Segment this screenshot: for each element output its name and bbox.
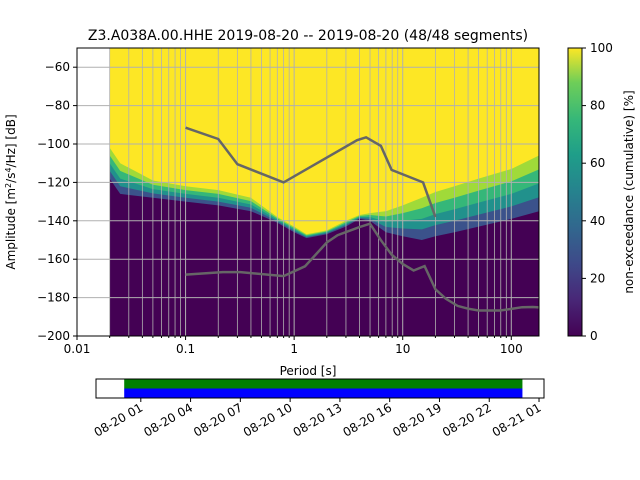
colorbar-tick-label: 80 (590, 99, 605, 113)
colorbar: 0 20 40 60 80 100 non-exceedance (cumulative)… (567, 41, 636, 343)
x-tick-label: 10 (395, 342, 410, 356)
timeline-tick-label: 08-20 01 (92, 400, 146, 439)
timeline-bar (124, 388, 523, 398)
percentile-line-1 (185, 126, 437, 218)
y-tick-label: −200 (37, 329, 70, 343)
timeline-frame (95, 378, 545, 399)
x-axis-label: Period [s] (280, 364, 337, 378)
timeline-tick-label: 08-20 10 (241, 400, 295, 439)
percentile-lines (185, 126, 539, 312)
colorbar-tick-label: 60 (590, 156, 605, 170)
x-tick-label: 0.1 (176, 342, 195, 356)
colorbar-label: non-exceedance (cumulative) [%] (622, 90, 636, 293)
x-axis-ticks: 0.01 0.1 1 10 100 (64, 336, 523, 356)
y-tick-label: −60 (45, 60, 70, 74)
x-tick-label: 100 (500, 342, 523, 356)
colorbar-tick-label: 0 (590, 329, 598, 343)
chart-title: Z3.A038A.00.HHE 2019-08-20 -- 2019-08-20… (88, 28, 528, 44)
timeline-tick-label: 08-21 01 (490, 400, 544, 439)
timeline-bar (124, 379, 523, 389)
timeline-tick-label: 08-20 13 (291, 400, 345, 439)
colorbar-ticks: 0 20 40 60 80 100 (582, 41, 613, 343)
timeline-tick-label: 08-20 16 (340, 400, 394, 439)
plot-grid (77, 48, 539, 336)
y-tick-label: −80 (45, 99, 70, 113)
timeline-tick-label: 08-20 19 (390, 400, 444, 439)
colorbar-tick-label: 100 (590, 41, 613, 55)
y-tick-label: −160 (37, 252, 70, 266)
colorbar-tick-label: 40 (590, 214, 605, 228)
plot-frame (76, 47, 540, 337)
psd-heatmap (109, 48, 539, 336)
heatmap-low-region (109, 178, 539, 336)
colorbar-tick-label: 20 (590, 271, 605, 285)
y-tick-label: −140 (37, 214, 70, 228)
timeline-tick-label: 08-20 07 (191, 400, 245, 439)
timeline-tick-label: 08-20 22 (440, 400, 494, 439)
y-tick-label: −180 (37, 291, 70, 305)
percentile-line-2 (185, 222, 539, 312)
y-tick-label: −120 (37, 175, 70, 189)
y-axis-ticks: −200 −180 −160 −140 −120 −100 −80 −60 (37, 60, 77, 343)
psd-plot-area (76, 47, 540, 337)
timeline-tick-label: 08-20 04 (141, 400, 195, 439)
y-tick-label: −100 (37, 137, 70, 151)
timeline-bars (124, 379, 523, 398)
y-axis-label: Amplitude [m2/s4/Hz] [dB] (4, 114, 18, 269)
x-tick-label: 0.01 (64, 342, 91, 356)
x-tick-label: 1 (290, 342, 298, 356)
colorbar-gradient (567, 47, 583, 337)
